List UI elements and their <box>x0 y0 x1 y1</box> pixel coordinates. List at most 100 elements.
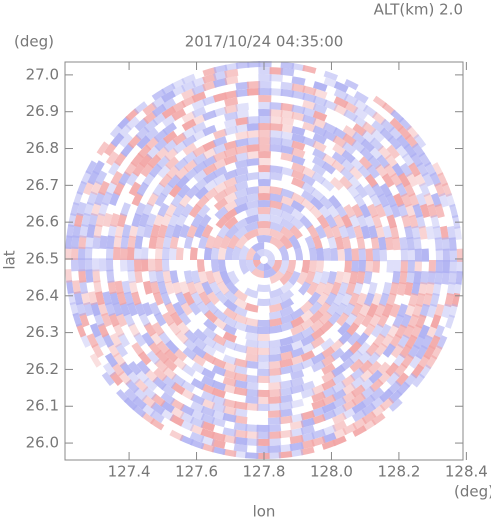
y-tick-label: 26.4 <box>26 286 59 304</box>
echo-cell <box>90 180 103 196</box>
echo-cell <box>312 155 327 169</box>
echo-cell <box>131 191 144 207</box>
echo-cell <box>225 224 239 239</box>
echo-cell <box>235 131 249 141</box>
echo-cell <box>353 91 369 104</box>
echo-cell <box>361 313 374 328</box>
echo-cell <box>172 301 185 316</box>
echo-cell <box>213 181 228 194</box>
echo-cell <box>212 333 227 346</box>
echo-cell <box>257 214 271 222</box>
echo-cell <box>179 224 190 239</box>
echo-cell <box>371 183 385 198</box>
echo-cell <box>213 106 228 118</box>
echo-cell <box>256 445 270 453</box>
echo-cell <box>363 292 375 307</box>
echo-cell <box>143 280 153 295</box>
echo-cell <box>88 291 98 306</box>
echo-cell <box>269 287 284 299</box>
echo-cell <box>408 162 421 178</box>
echo-cell <box>76 180 87 196</box>
echo-cell <box>193 160 208 174</box>
echo-cell <box>190 409 205 421</box>
echo-cell <box>401 214 412 229</box>
echo-cell <box>222 405 237 416</box>
echo-cell <box>362 104 378 119</box>
echo-cell <box>269 144 283 153</box>
echo-cell <box>227 234 240 250</box>
echo-cell <box>290 192 306 205</box>
echo-cell <box>408 214 419 229</box>
echo-cell <box>151 393 166 407</box>
echo-cell <box>322 281 334 296</box>
echo-cell <box>279 379 293 389</box>
echo-cell <box>201 351 216 365</box>
echo-cell <box>449 248 458 262</box>
echo-cell <box>343 93 359 106</box>
echo-cell <box>300 317 315 331</box>
echo-cell <box>98 180 110 196</box>
echo-cell <box>90 201 102 217</box>
echo-cell <box>202 155 217 168</box>
echo-cell <box>406 236 415 251</box>
echo-cell <box>407 260 415 274</box>
echo-cell <box>102 212 113 228</box>
echo-cell <box>204 309 218 324</box>
echo-cell <box>379 248 388 262</box>
echo-cell <box>245 438 259 446</box>
echo-cell <box>367 155 382 170</box>
echo-cell <box>311 171 326 185</box>
echo-cell <box>415 314 427 329</box>
echo-cell <box>222 448 237 457</box>
echo-cell <box>321 386 337 399</box>
echo-cell <box>203 187 218 201</box>
echo-cell <box>342 236 352 250</box>
echo-cell <box>257 221 272 229</box>
echo-cell <box>279 336 294 347</box>
echo-cell <box>71 246 79 260</box>
echo-cell <box>80 291 91 306</box>
echo-cell <box>101 312 113 328</box>
echo-cell <box>85 269 94 283</box>
echo-cell <box>371 323 384 338</box>
echo-cell <box>378 292 390 307</box>
echo-cell <box>413 271 422 285</box>
echo-cell <box>257 333 271 342</box>
echo-cell <box>126 258 135 272</box>
echo-cell <box>302 114 317 125</box>
echo-cell <box>200 420 216 432</box>
echo-cell <box>454 226 462 240</box>
echo-cell <box>114 224 125 238</box>
echo-cell <box>269 137 283 146</box>
echo-cell <box>104 302 116 317</box>
echo-cell <box>302 136 317 148</box>
echo-cell <box>266 260 276 268</box>
echo-cell <box>212 143 228 155</box>
echo-cell <box>97 302 109 317</box>
echo-cell <box>155 247 163 260</box>
echo-cell <box>112 322 125 338</box>
echo-cell <box>333 81 349 93</box>
echo-cell <box>90 302 101 317</box>
echo-cell <box>258 109 272 117</box>
echo-cell <box>153 367 168 382</box>
echo-cell <box>256 452 270 460</box>
echo-cell <box>208 281 222 296</box>
echo-cell <box>291 155 306 166</box>
echo-cell <box>83 301 94 317</box>
echo-cell <box>290 316 305 329</box>
echo-cell <box>289 442 304 452</box>
echo-cell <box>311 360 326 373</box>
echo-cell <box>183 235 194 249</box>
echo-cell <box>180 301 193 316</box>
echo-cell <box>258 115 272 124</box>
echo-cell <box>445 193 456 208</box>
echo-cell <box>367 360 382 375</box>
echo-cell <box>371 292 382 307</box>
echo-cell <box>192 337 207 351</box>
echo-cell <box>74 212 84 228</box>
echo-cell <box>150 224 161 239</box>
echo-cell <box>299 215 313 230</box>
echo-cell <box>93 280 103 295</box>
echo-cell <box>200 442 215 453</box>
